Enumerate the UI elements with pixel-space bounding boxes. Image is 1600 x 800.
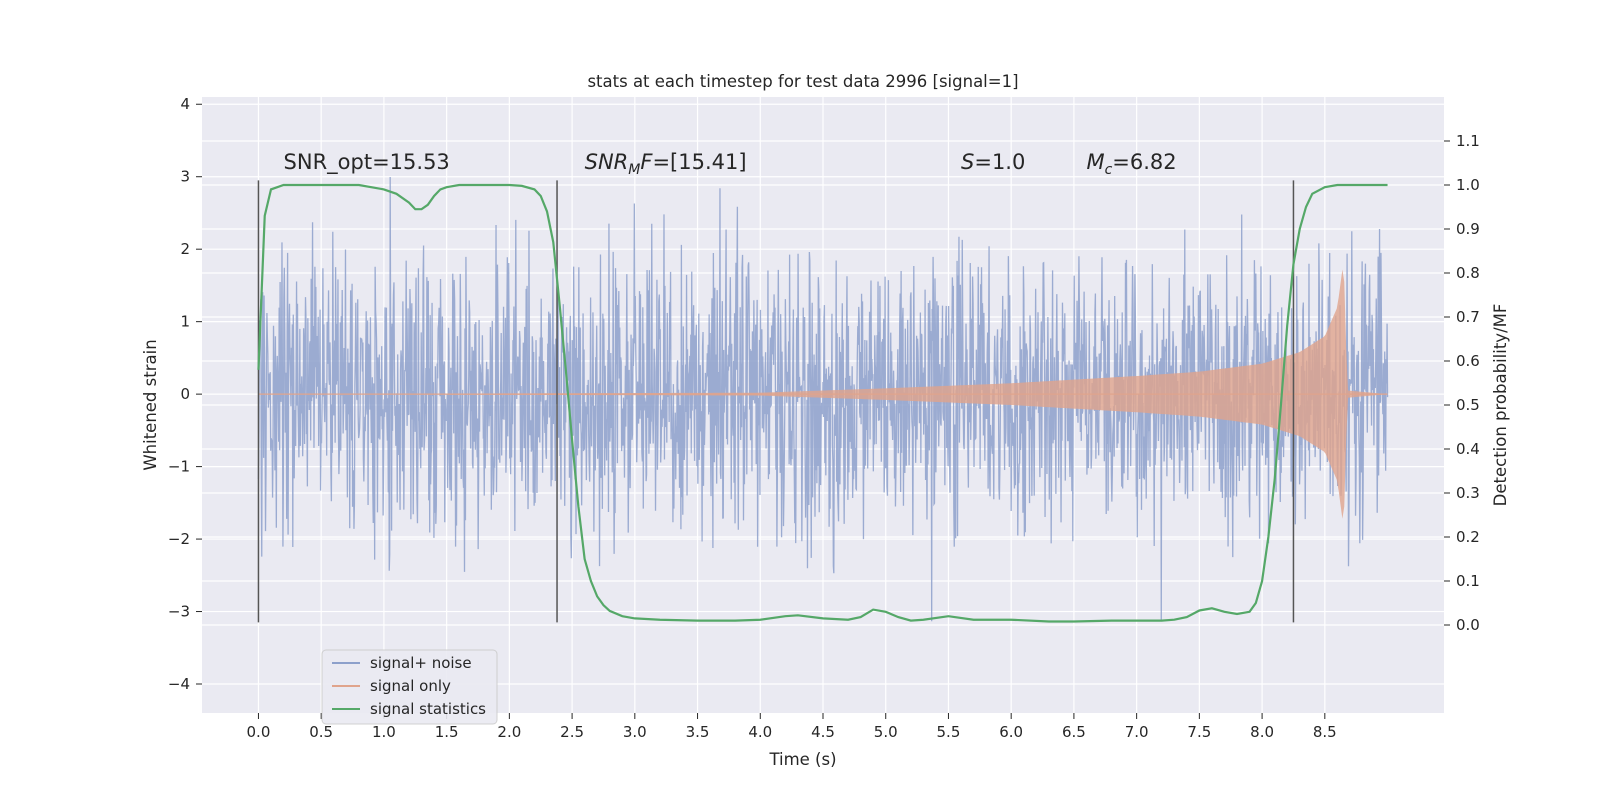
legend-box [321,649,498,725]
y-right-tick-label-0: 0.0 [1456,616,1480,634]
x-axis-label: Time (s) [768,750,836,769]
chart-title: stats at each timestep for test data 299… [587,72,1018,91]
annotation-mc-value: Mc=6.82 [1086,150,1176,178]
y-right-tick-label-7: 0.7 [1456,308,1480,326]
y-axis-label: Whitened strain [141,339,160,470]
signal-statistics-line [257,183,1388,623]
x-tick-label-7: 3.5 [686,723,710,741]
annotation-s-value: S=1.0 [961,150,1025,174]
y-axis-right-label: Detection probability/MF [1491,304,1510,507]
x-axis-ticks: 0.0 0.5 1.0 1.5 2.0 2.5 3.0 3.5 4.0 4.5 5.0 5.5 6.0 6… [247,713,1337,741]
legend: signal+ noise signal only signal statist… [321,649,498,725]
annotation-mc-value-main: M [1086,150,1104,174]
annotation-s-value-post: =1.0 [974,150,1025,174]
annotations: SNR_opt=15.53 SNRMF=[15.41] S=1.0 Mc=6.82 [284,150,1177,178]
annotation-mc-value-sub: c [1105,162,1113,178]
series-signal-only [258,269,1388,519]
y-right-tick-label-5: 0.5 [1456,396,1480,414]
x-tick-label-11: 5.5 [937,723,961,741]
annotation-snr-opt: SNR_opt=15.53 [284,150,450,175]
x-tick-label-4: 2.0 [497,723,521,741]
annotation-snr-mf-value: =[15.41] [652,150,746,174]
y-right-tick-label-9: 0.9 [1456,220,1480,238]
y-tick-label-5: 1 [180,313,190,331]
x-tick-label-17: 8.5 [1313,723,1337,741]
y-tick-label-7: 3 [180,168,190,186]
x-tick-label-8: 4.0 [748,723,772,741]
x-tick-label-2: 1.0 [372,723,396,741]
series-signal-noise [257,177,1389,622]
x-tick-label-16: 8.0 [1250,723,1274,741]
x-tick-label-9: 4.5 [811,723,835,741]
x-tick-label-12: 6.0 [999,723,1023,741]
y-axis-right-ticks: 0.0 0.1 0.2 0.3 0.4 0.5 0.6 0.7 0.8 0.9 1.0 1.1 [1444,132,1480,634]
segment-markers [257,180,1295,623]
y-right-tick-label-1: 0.1 [1456,572,1480,590]
y-axis-left-ticks: −4 −3 −2 −1 0 1 2 3 4 [168,95,202,693]
y-right-tick-label-2: 0.2 [1456,528,1480,546]
y-tick-label-2: −2 [168,530,190,548]
x-tick-label-13: 6.5 [1062,723,1086,741]
legend-label-signal-only: signal only [370,677,451,695]
y-tick-label-0: −4 [168,675,190,693]
y-right-tick-label-4: 0.4 [1456,440,1480,458]
signal-noise-line [257,177,1389,622]
x-tick-label-6: 3.0 [623,723,647,741]
annotation-snr-mf-main: SNR [585,150,629,174]
y-tick-label-1: −3 [168,603,190,621]
x-tick-label-0: 0.0 [247,723,271,741]
annotation-snr-mf-sub: M [628,162,640,178]
x-tick-label-10: 5.0 [874,723,898,741]
y-tick-label-4: 0 [180,385,190,403]
y-right-tick-label-11: 1.1 [1456,132,1480,150]
x-tick-label-5: 2.5 [560,723,584,741]
annotation-snr-mf: SNRMF=[15.41] [585,150,747,178]
legend-label-signal-statistics: signal statistics [370,700,486,718]
y-right-tick-label-3: 0.3 [1456,484,1480,502]
y-tick-label-6: 2 [180,240,190,258]
y-right-tick-label-6: 0.6 [1456,352,1480,370]
x-tick-label-14: 7.0 [1125,723,1149,741]
annotation-s-value-main: S [961,150,974,174]
y-right-tick-label-10: 1.0 [1456,176,1480,194]
annotation-snr-opt-main: SNR_opt=15.53 [284,150,450,175]
y-tick-label-3: −1 [168,458,190,476]
series-signal-statistics [257,183,1388,623]
y-right-tick-label-8: 0.8 [1456,264,1480,282]
x-tick-label-3: 1.5 [435,723,459,741]
x-tick-label-15: 7.5 [1187,723,1211,741]
y-tick-label-8: 4 [180,95,190,113]
annotation-mc-value-post: =6.82 [1112,150,1176,174]
annotation-snr-mf-post: F [640,150,653,174]
legend-label-signal-noise: signal+ noise [370,654,472,672]
x-tick-label-1: 0.5 [309,723,333,741]
